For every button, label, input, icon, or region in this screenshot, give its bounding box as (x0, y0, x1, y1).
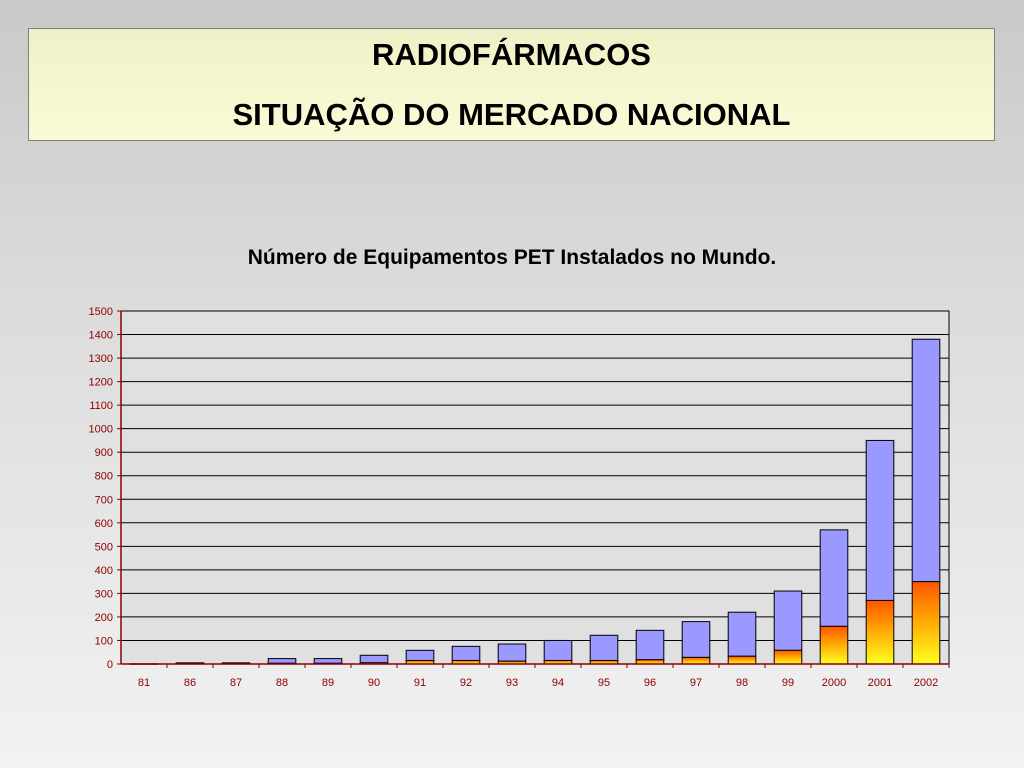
bar-segment-upper (589, 634, 619, 661)
bar-segment-upper (681, 621, 711, 658)
y-tick-label: 1400 (89, 330, 113, 342)
bar-segment-lower (681, 656, 711, 665)
y-tick-label: 1500 (89, 306, 113, 318)
bar-segment-lower (727, 655, 757, 665)
y-tick-label: 100 (95, 635, 113, 647)
bar-segment-upper (451, 645, 481, 661)
y-tick-label: 1200 (89, 377, 113, 389)
bar-segment-upper (911, 338, 941, 583)
y-tick-label: 0 (107, 659, 113, 671)
y-tick-label: 400 (95, 565, 113, 577)
y-tick-label: 1000 (89, 424, 113, 436)
bar-segment-upper (405, 649, 435, 661)
bar-segment-lower (911, 581, 941, 665)
bar-segment-upper (819, 529, 849, 627)
x-tick-label: 2000 (822, 677, 846, 689)
x-tick-label: 81 (138, 677, 150, 689)
x-tick-label: 89 (322, 677, 334, 689)
y-tick-label: 500 (95, 541, 113, 553)
y-tick-label: 800 (95, 471, 113, 483)
bar-segment-upper (727, 611, 757, 657)
bar-segment-upper (359, 654, 389, 664)
y-tick-label: 700 (95, 494, 113, 506)
chart-title: Número de Equipamentos PET Instalados no… (247, 246, 777, 269)
x-tick-label: 94 (552, 677, 564, 689)
x-tick-label: 92 (460, 677, 472, 689)
x-tick-label: 90 (368, 677, 380, 689)
header-box: RADIOFÁRMACOS SITUAÇÃO DO MERCADO NACION… (28, 28, 995, 141)
x-tick-label: 87 (230, 677, 242, 689)
bar-segment-upper (865, 439, 895, 601)
y-tick-label: 300 (95, 588, 113, 600)
bar-segment-upper (497, 643, 527, 662)
x-tick-label: 2001 (868, 677, 892, 689)
bar-segment-upper (313, 658, 343, 664)
x-tick-label: 88 (276, 677, 288, 689)
bar-segment-upper (267, 658, 297, 664)
bar-segment-upper (773, 590, 803, 651)
bar-segment-lower (819, 625, 849, 665)
bar-segment-upper (543, 639, 573, 661)
x-tick-label: 96 (644, 677, 656, 689)
x-tick-label: 91 (414, 677, 426, 689)
y-tick-label: 1100 (89, 400, 113, 412)
bar-segment-lower (773, 649, 803, 665)
y-tick-label: 600 (95, 518, 113, 530)
x-tick-label: 98 (736, 677, 748, 689)
bar-segment-upper (635, 629, 665, 661)
x-tick-label: 99 (782, 677, 794, 689)
header-title: RADIOFÁRMACOS (372, 37, 651, 72)
x-tick-label: 93 (506, 677, 518, 689)
x-tick-label: 95 (598, 677, 610, 689)
x-tick-label: 97 (690, 677, 702, 689)
plot-area (120, 310, 950, 665)
x-tick-label: 86 (184, 677, 196, 689)
x-tick-label: 2002 (914, 677, 938, 689)
y-tick-label: 200 (95, 612, 113, 624)
bar-segment-lower (865, 599, 895, 665)
y-tick-label: 1300 (89, 353, 113, 365)
header-subtitle: SITUAÇÃO DO MERCADO NACIONAL (232, 97, 791, 132)
y-tick-label: 900 (95, 447, 113, 459)
